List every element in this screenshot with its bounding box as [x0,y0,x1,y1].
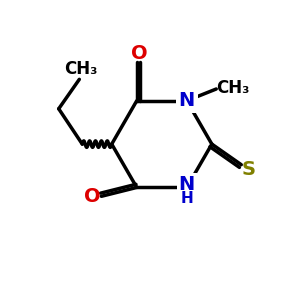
Text: H: H [180,191,193,206]
Text: N: N [179,91,195,110]
Text: O: O [84,187,101,206]
Text: CH₃: CH₃ [216,79,249,97]
Text: O: O [131,44,148,63]
Text: S: S [242,160,256,178]
Text: N: N [179,175,195,194]
Text: CH₃: CH₃ [64,60,98,78]
